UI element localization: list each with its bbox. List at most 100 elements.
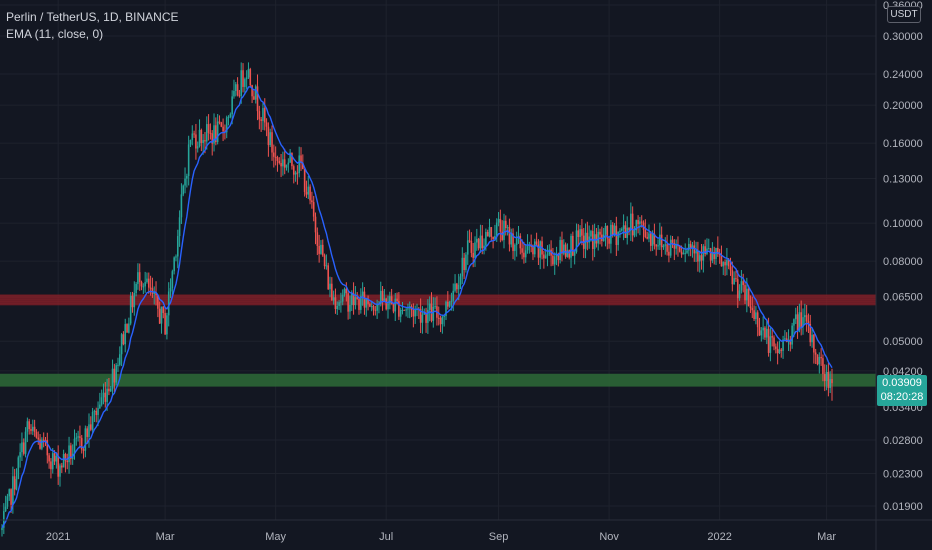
candle-body bbox=[731, 270, 734, 285]
ema-line[interactable] bbox=[1, 85, 833, 529]
symbol-title[interactable]: Perlin / TetherUS, 1D, BINANCE bbox=[6, 10, 179, 24]
candle-body bbox=[227, 117, 230, 119]
candle-body bbox=[17, 457, 20, 479]
candle-body bbox=[273, 152, 275, 157]
candle-body bbox=[146, 278, 148, 283]
candle-body bbox=[343, 288, 346, 295]
candle-body bbox=[822, 358, 824, 375]
candle-body bbox=[205, 124, 208, 142]
candles bbox=[1, 62, 833, 537]
candle-body bbox=[514, 244, 516, 252]
support-zone[interactable] bbox=[0, 373, 876, 387]
candle-body bbox=[477, 238, 480, 249]
resistance-zone[interactable] bbox=[0, 294, 876, 306]
candle-body bbox=[622, 225, 625, 229]
candle-body bbox=[140, 281, 143, 287]
candle-body bbox=[611, 224, 614, 236]
candle-body bbox=[633, 230, 636, 236]
candle-body bbox=[347, 293, 349, 312]
candle-body bbox=[4, 506, 7, 512]
candle-body bbox=[155, 292, 157, 296]
candle-body bbox=[427, 309, 429, 323]
candle-body bbox=[260, 119, 262, 121]
candle-body bbox=[742, 281, 745, 286]
candle-body bbox=[456, 283, 458, 290]
candle-body bbox=[209, 132, 212, 134]
candle-body bbox=[680, 251, 683, 255]
candle-body bbox=[51, 453, 54, 470]
candle-body bbox=[142, 286, 145, 288]
candle-body bbox=[75, 437, 78, 439]
candle-body bbox=[222, 126, 224, 132]
candle-body bbox=[660, 234, 663, 248]
candle-body bbox=[35, 431, 38, 438]
candle-body bbox=[628, 227, 630, 231]
price-tick-label: 0.10000 bbox=[883, 218, 923, 230]
candle-body bbox=[215, 125, 217, 143]
candle-body bbox=[122, 334, 125, 345]
price-axis[interactable]: 0.36000 0.30000 0.24000 0.20000 0.16000 0.130… bbox=[883, 0, 923, 513]
candle-body bbox=[620, 228, 623, 231]
candle-body bbox=[434, 306, 436, 308]
candle-body bbox=[267, 126, 270, 146]
candle-body bbox=[626, 227, 629, 238]
candle-body bbox=[461, 257, 464, 277]
candle-body bbox=[341, 294, 344, 302]
candle-body bbox=[178, 217, 181, 237]
candle-body bbox=[82, 449, 85, 451]
candle-body bbox=[1, 527, 3, 531]
candle-body bbox=[597, 231, 600, 244]
candle-body bbox=[640, 221, 643, 223]
candle-body bbox=[180, 194, 183, 218]
candle-body bbox=[369, 303, 371, 307]
candle-body bbox=[198, 129, 201, 147]
candle-body bbox=[773, 337, 775, 347]
candle-body bbox=[383, 298, 386, 301]
candle-body bbox=[358, 298, 360, 310]
candle-body bbox=[189, 140, 192, 145]
candle-body bbox=[553, 256, 556, 265]
candle-body bbox=[447, 301, 449, 307]
candle-body bbox=[392, 303, 395, 312]
candle-body bbox=[664, 244, 667, 246]
candle-body bbox=[13, 476, 16, 490]
candle-body bbox=[776, 348, 779, 354]
candle-body bbox=[229, 114, 232, 118]
candle-body bbox=[809, 323, 812, 343]
candle-body bbox=[196, 146, 199, 149]
candle-body bbox=[21, 442, 23, 453]
candle-body bbox=[321, 244, 324, 256]
candle-body bbox=[381, 290, 384, 301]
candle-body bbox=[157, 295, 159, 309]
candle-body bbox=[704, 246, 706, 255]
currency-badge[interactable]: USDT bbox=[887, 6, 921, 23]
candle-body bbox=[10, 489, 12, 505]
candle-body bbox=[533, 241, 536, 255]
candle-body bbox=[254, 86, 257, 100]
candle-body bbox=[744, 285, 746, 301]
candle-body bbox=[283, 159, 286, 168]
candle-body bbox=[717, 247, 719, 255]
candle-body bbox=[193, 133, 195, 135]
candle-body bbox=[95, 410, 98, 415]
candle-body bbox=[225, 117, 228, 133]
candle-body bbox=[61, 465, 63, 468]
candle-body bbox=[686, 250, 688, 253]
candle-body bbox=[89, 424, 92, 430]
ema-indicator-label[interactable]: EMA (11, close, 0) bbox=[6, 27, 104, 41]
candle-body bbox=[769, 336, 772, 353]
candle-body bbox=[504, 220, 507, 229]
time-axis[interactable]: 2021 Mar May Jul Sep Nov 2022 Mar bbox=[46, 531, 836, 543]
candle-body bbox=[421, 314, 424, 323]
candle-body bbox=[363, 291, 366, 308]
candle-body bbox=[581, 229, 583, 236]
candle-body bbox=[463, 257, 465, 271]
time-tick-label: Nov bbox=[599, 531, 619, 543]
candle-body bbox=[755, 312, 757, 319]
candle-body bbox=[586, 232, 589, 243]
candle-body bbox=[617, 231, 619, 245]
candle-body bbox=[187, 144, 190, 177]
candle-body bbox=[546, 254, 549, 256]
candle-body bbox=[827, 371, 830, 388]
